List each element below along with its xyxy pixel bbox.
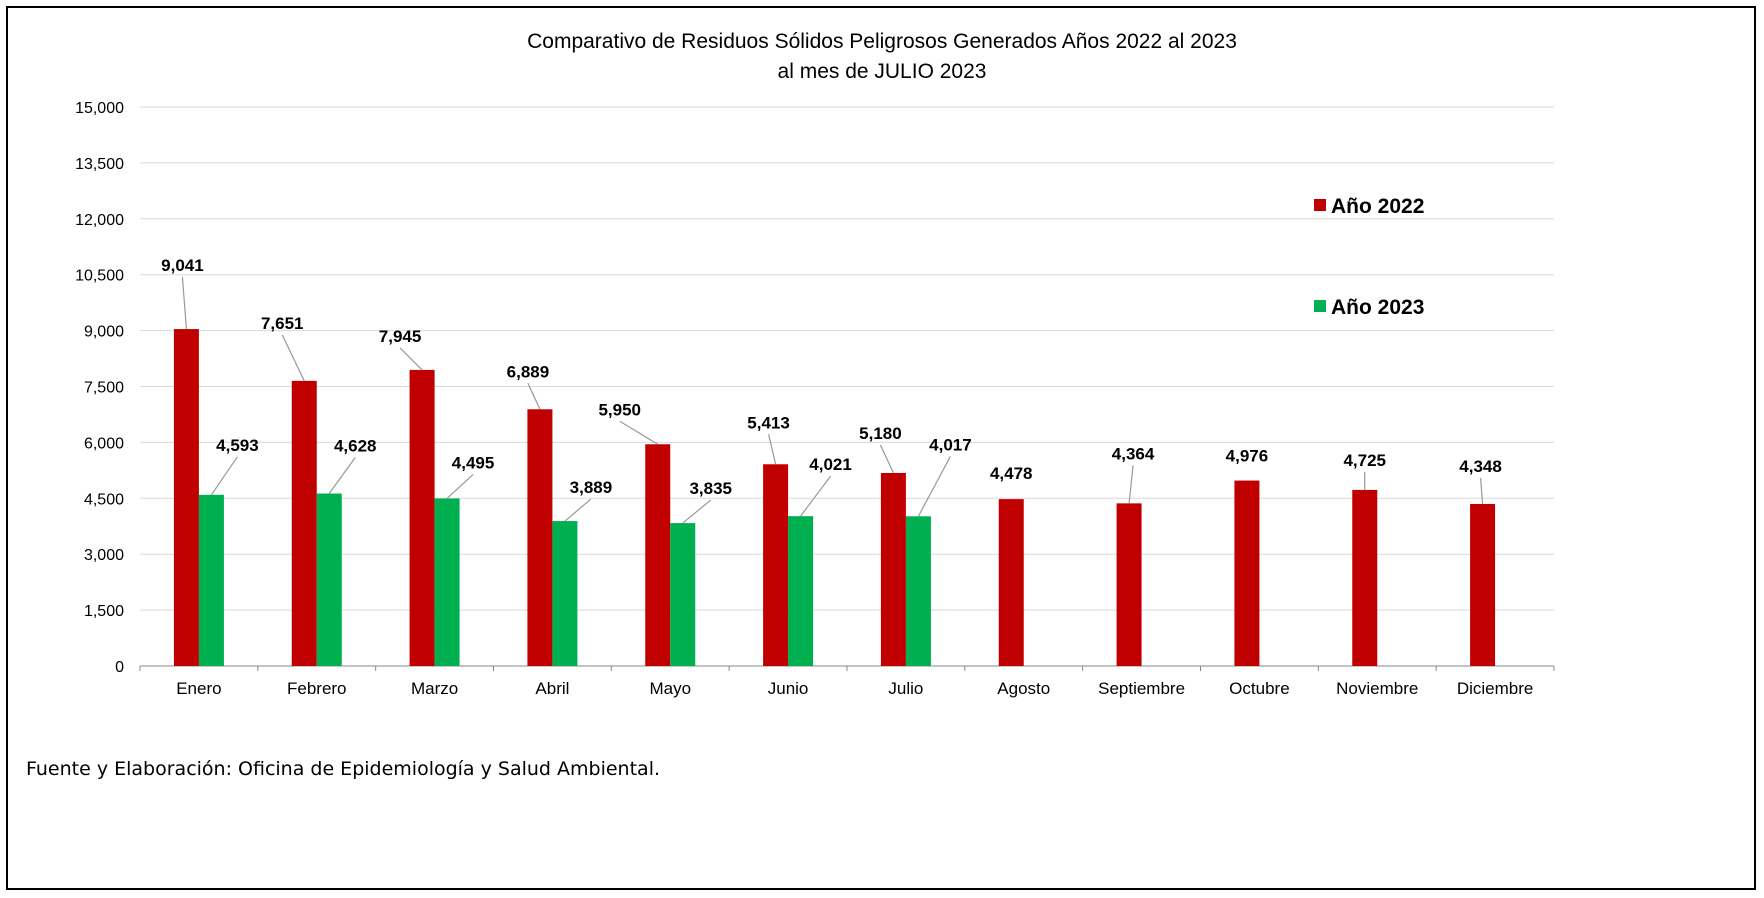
leader-line bbox=[328, 457, 356, 494]
y-tick-label: 10,500 bbox=[75, 268, 124, 285]
leader-line bbox=[1479, 477, 1484, 505]
y-tick-label: 6,000 bbox=[84, 435, 124, 452]
bar-2022 bbox=[1116, 503, 1142, 666]
x-tick-label: Noviembre bbox=[1336, 679, 1418, 698]
data-label-2022: 6,889 bbox=[507, 362, 550, 381]
data-label-2023: 4,017 bbox=[929, 435, 972, 454]
data-label-2022: 5,950 bbox=[598, 400, 641, 419]
leader-line bbox=[1128, 465, 1134, 504]
data-label-2022: 9,041 bbox=[161, 256, 204, 275]
bar-2022 bbox=[291, 380, 317, 666]
bar-2022 bbox=[409, 369, 435, 666]
bar-2022 bbox=[1352, 489, 1378, 666]
x-tick-label: Diciembre bbox=[1457, 679, 1534, 698]
bar-2023 bbox=[434, 498, 460, 666]
data-label-2022: 4,976 bbox=[1226, 447, 1269, 466]
data-label-2023: 3,889 bbox=[570, 478, 613, 497]
bar-2023 bbox=[198, 494, 224, 666]
source-note: Fuente y Elaboración: Oficina de Epidemi… bbox=[26, 758, 661, 780]
bar-2022 bbox=[880, 472, 906, 666]
leader-line bbox=[181, 277, 188, 330]
y-tick-label: 15,000 bbox=[75, 100, 124, 117]
bar-2022 bbox=[173, 329, 199, 666]
x-tick-label: Octubre bbox=[1229, 679, 1289, 698]
chart-subtitle: al mes de JULIO 2023 bbox=[777, 60, 987, 83]
leader-line bbox=[682, 499, 712, 524]
leader-line bbox=[879, 444, 894, 474]
x-tick-label: Febrero bbox=[287, 679, 347, 698]
x-tick-label: Agosto bbox=[997, 679, 1050, 698]
leader-line bbox=[446, 474, 474, 499]
leader-line bbox=[527, 383, 541, 410]
data-label-2022: 5,413 bbox=[747, 413, 790, 432]
legend-label: Año 2023 bbox=[1331, 296, 1424, 319]
x-tick-label: Junio bbox=[768, 679, 809, 698]
bar-2022 bbox=[1470, 503, 1496, 666]
x-tick-label: Septiembre bbox=[1098, 679, 1185, 698]
data-label-2022: 7,945 bbox=[379, 327, 422, 346]
y-tick-label: 4,500 bbox=[84, 491, 124, 508]
bar-2022 bbox=[645, 444, 671, 666]
leader-line bbox=[619, 420, 659, 445]
x-tick-label: Mayo bbox=[649, 679, 691, 698]
y-tick-label: 0 bbox=[115, 659, 124, 676]
legend-swatch bbox=[1314, 300, 1326, 312]
data-label-2022: 4,364 bbox=[1112, 444, 1155, 463]
chart-title: Comparativo de Residuos Sólidos Peligros… bbox=[527, 30, 1237, 53]
y-tick-label: 1,500 bbox=[84, 603, 124, 620]
y-tick-label: 12,000 bbox=[75, 212, 124, 229]
data-label-2022: 4,478 bbox=[990, 464, 1033, 483]
y-tick-label: 9,000 bbox=[84, 324, 124, 341]
data-label-2023: 3,835 bbox=[689, 479, 732, 498]
bar-2022 bbox=[998, 499, 1024, 666]
data-label-2022: 4,348 bbox=[1459, 457, 1502, 476]
bar-2022 bbox=[1234, 480, 1260, 666]
leader-line bbox=[210, 456, 238, 496]
bar-2023 bbox=[552, 521, 578, 666]
legend-swatch bbox=[1314, 199, 1326, 211]
data-label-2023: 4,021 bbox=[809, 455, 852, 474]
y-tick-label: 3,000 bbox=[84, 547, 124, 564]
legend-label: Año 2022 bbox=[1331, 195, 1424, 218]
x-tick-label: Abril bbox=[535, 679, 569, 698]
data-label-2023: 4,593 bbox=[216, 436, 259, 455]
x-tick-label: Julio bbox=[888, 679, 923, 698]
leader-line bbox=[564, 498, 592, 522]
leader-line bbox=[800, 475, 832, 517]
data-label-2023: 4,495 bbox=[452, 453, 495, 472]
leader-line bbox=[281, 334, 305, 382]
data-label-2023: 4,628 bbox=[334, 437, 377, 456]
bar-2023 bbox=[316, 493, 342, 666]
leader-line bbox=[767, 434, 777, 465]
data-label-2022: 4,725 bbox=[1343, 451, 1386, 470]
leader-line bbox=[917, 456, 951, 517]
bar-2023 bbox=[905, 516, 931, 666]
x-tick-label: Enero bbox=[176, 679, 221, 698]
bar-2023 bbox=[788, 516, 814, 666]
bar-2022 bbox=[763, 464, 789, 666]
x-tick-label: Marzo bbox=[411, 679, 458, 698]
y-tick-label: 13,500 bbox=[75, 156, 124, 173]
bar-2022 bbox=[527, 409, 553, 666]
leader-line bbox=[399, 347, 423, 371]
data-label-2022: 5,180 bbox=[859, 424, 902, 443]
y-tick-label: 7,500 bbox=[84, 380, 124, 397]
data-label-2022: 7,651 bbox=[261, 314, 304, 333]
bar-2023 bbox=[670, 523, 696, 666]
